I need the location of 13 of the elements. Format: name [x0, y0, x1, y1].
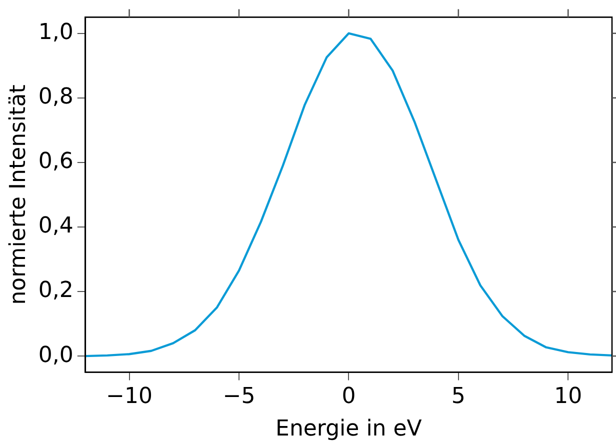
x-tick-label: 10 — [554, 384, 582, 410]
x-tick-label: −10 — [106, 384, 152, 410]
y-tick-label: 0,6 — [38, 149, 74, 174]
y-axis-title: normierte Intensität — [6, 84, 31, 305]
x-tick-label: −5 — [222, 384, 256, 410]
y-tick-label: 1,0 — [38, 20, 74, 46]
y-tick-label: 0,8 — [38, 84, 74, 110]
y-tick-label: 0,0 — [38, 342, 74, 368]
y-tick-label: 0,2 — [38, 278, 74, 304]
x-axis-title: Energie in eV — [276, 416, 422, 442]
x-tick-label: 0 — [342, 384, 356, 410]
x-tick-label: 5 — [451, 384, 466, 410]
y-tick-label: 0,4 — [38, 214, 74, 239]
